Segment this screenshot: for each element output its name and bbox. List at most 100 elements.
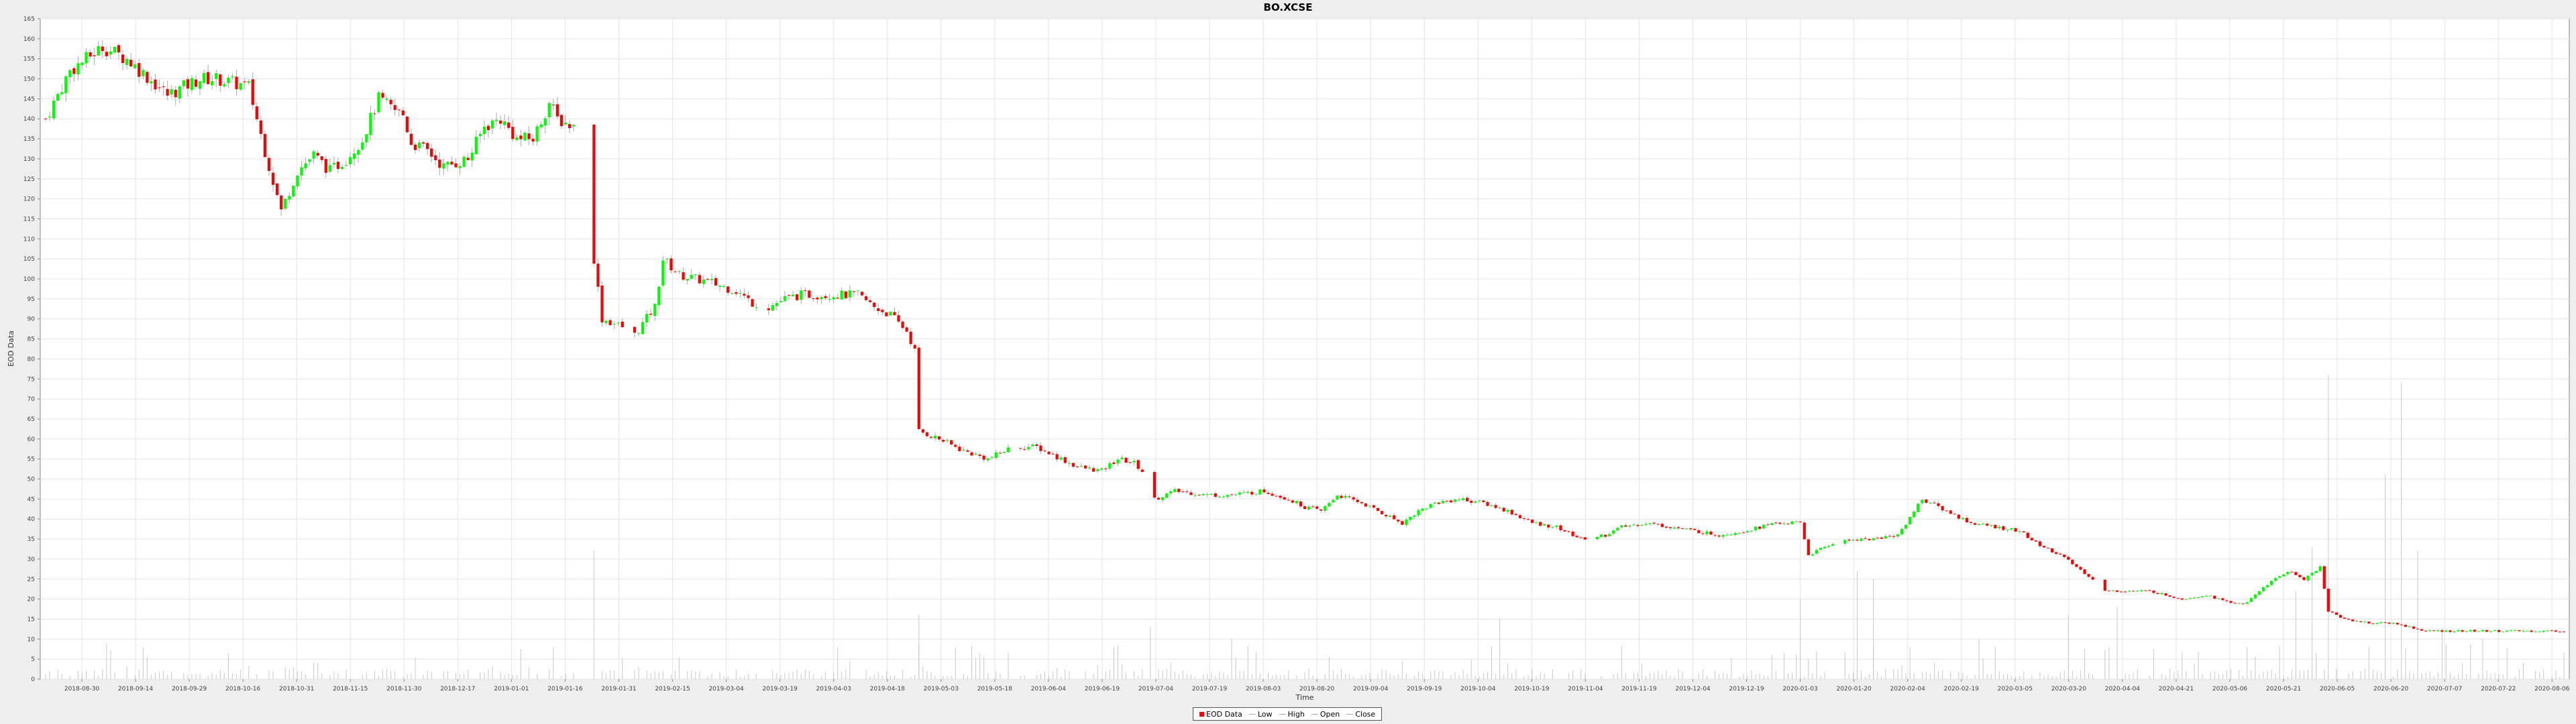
candle-body <box>247 81 250 83</box>
candle-body <box>1140 469 1144 472</box>
candle-body <box>791 294 795 296</box>
candle-body <box>2136 591 2139 592</box>
candle-body <box>2550 630 2553 631</box>
candle-body <box>2119 591 2123 593</box>
candle-body <box>2079 566 2082 570</box>
candle-body <box>1571 532 1574 536</box>
candle-body <box>1360 501 1363 503</box>
candle-body <box>2396 623 2399 625</box>
candle-body <box>2379 621 2383 623</box>
candle-body <box>2330 611 2334 613</box>
x-tick-label: 2019-01-01 <box>494 686 529 692</box>
x-axis-label: Time <box>1295 693 1314 702</box>
candle-body <box>146 72 149 83</box>
candle-body <box>1116 459 1120 464</box>
candle-body <box>1709 531 1713 535</box>
candle-body <box>1079 466 1083 467</box>
x-tick-label: 2020-02-19 <box>1944 686 1980 692</box>
candle-body <box>373 113 376 115</box>
candle-body <box>877 308 880 311</box>
candle-body <box>2481 629 2485 631</box>
candle-body <box>417 142 421 149</box>
candle-body <box>1210 493 1213 495</box>
candle-body <box>2245 602 2249 604</box>
candle-body <box>1214 493 1217 497</box>
candle-body <box>937 436 941 440</box>
candle-body <box>1986 524 1989 526</box>
y-tick-label: 85 <box>28 337 35 343</box>
y-axis-label: EOD Data <box>7 330 15 367</box>
legend-swatch <box>1346 713 1354 715</box>
candle-body <box>2209 595 2212 597</box>
legend-swatch <box>1279 713 1286 715</box>
candle-body <box>1941 505 1944 511</box>
legend-label: Close <box>1355 709 1376 719</box>
candle-body <box>1603 534 1607 537</box>
candle-body <box>1583 537 1587 540</box>
candle-body <box>1205 494 1209 495</box>
candle-body <box>1490 505 1493 506</box>
candle-body <box>1120 457 1124 459</box>
candle-body <box>207 72 210 84</box>
plot-area <box>40 18 2570 680</box>
candle-body <box>223 84 226 86</box>
legend-item: High <box>1279 710 1305 719</box>
candle-body <box>2530 630 2533 632</box>
candle-body <box>1539 522 1542 526</box>
candle-body <box>925 432 929 436</box>
x-tick-label: 2020-02-04 <box>1890 686 1926 692</box>
candle-body <box>808 290 811 298</box>
candle-body <box>2042 546 2046 548</box>
candle-body <box>1815 550 1819 554</box>
candle-body <box>998 452 1002 454</box>
candle-body <box>779 301 783 303</box>
candle-body <box>56 94 60 101</box>
candle-body <box>2087 574 2090 577</box>
candle-body <box>259 120 263 134</box>
candle-body <box>970 452 973 456</box>
candle-body <box>2465 631 2468 632</box>
candle-body <box>1136 460 1140 469</box>
candle-body <box>1157 497 1161 500</box>
candle-body <box>1949 510 1952 514</box>
candle-body <box>1087 467 1091 469</box>
candle-body <box>1263 489 1266 493</box>
candle-body <box>1132 461 1136 463</box>
candle-body <box>1023 448 1026 450</box>
candle-body <box>600 286 604 322</box>
candle-body <box>328 165 331 172</box>
candle-body <box>966 450 969 452</box>
candle-body <box>1819 548 1823 550</box>
candle-body <box>946 440 949 441</box>
candle-body <box>1185 491 1189 493</box>
candle-body <box>1356 499 1359 503</box>
x-tick-label: 2018-11-30 <box>386 686 422 692</box>
candle-body <box>511 127 515 139</box>
candle-body <box>1990 525 1993 526</box>
candle-body <box>2489 631 2493 632</box>
x-tick-label: 2019-10-04 <box>1460 686 1496 692</box>
candle-body <box>864 296 868 300</box>
candle-body <box>1741 532 1746 534</box>
candle-body <box>844 291 847 298</box>
candle-body <box>1502 507 1505 511</box>
candle-body <box>1389 516 1392 518</box>
y-tick-label: 165 <box>23 16 35 23</box>
candle-body <box>986 458 989 461</box>
candle-body <box>89 52 92 57</box>
candle-body <box>2115 590 2119 592</box>
legend-label: Open <box>1320 709 1340 719</box>
x-tick-label: 2019-08-20 <box>1299 686 1335 692</box>
candle-body <box>1640 525 1644 526</box>
candle-body <box>434 155 437 160</box>
candle-body <box>559 115 564 127</box>
candle-body <box>1364 503 1367 507</box>
candle-body <box>68 70 72 77</box>
x-tick-label: 2020-03-20 <box>2051 686 2087 692</box>
candle-body <box>722 286 726 288</box>
candle-body <box>170 89 173 95</box>
candle-body <box>2387 622 2391 624</box>
y-tick-label: 5 <box>31 656 35 663</box>
candle-body <box>2261 587 2265 592</box>
candle-body <box>113 46 117 53</box>
